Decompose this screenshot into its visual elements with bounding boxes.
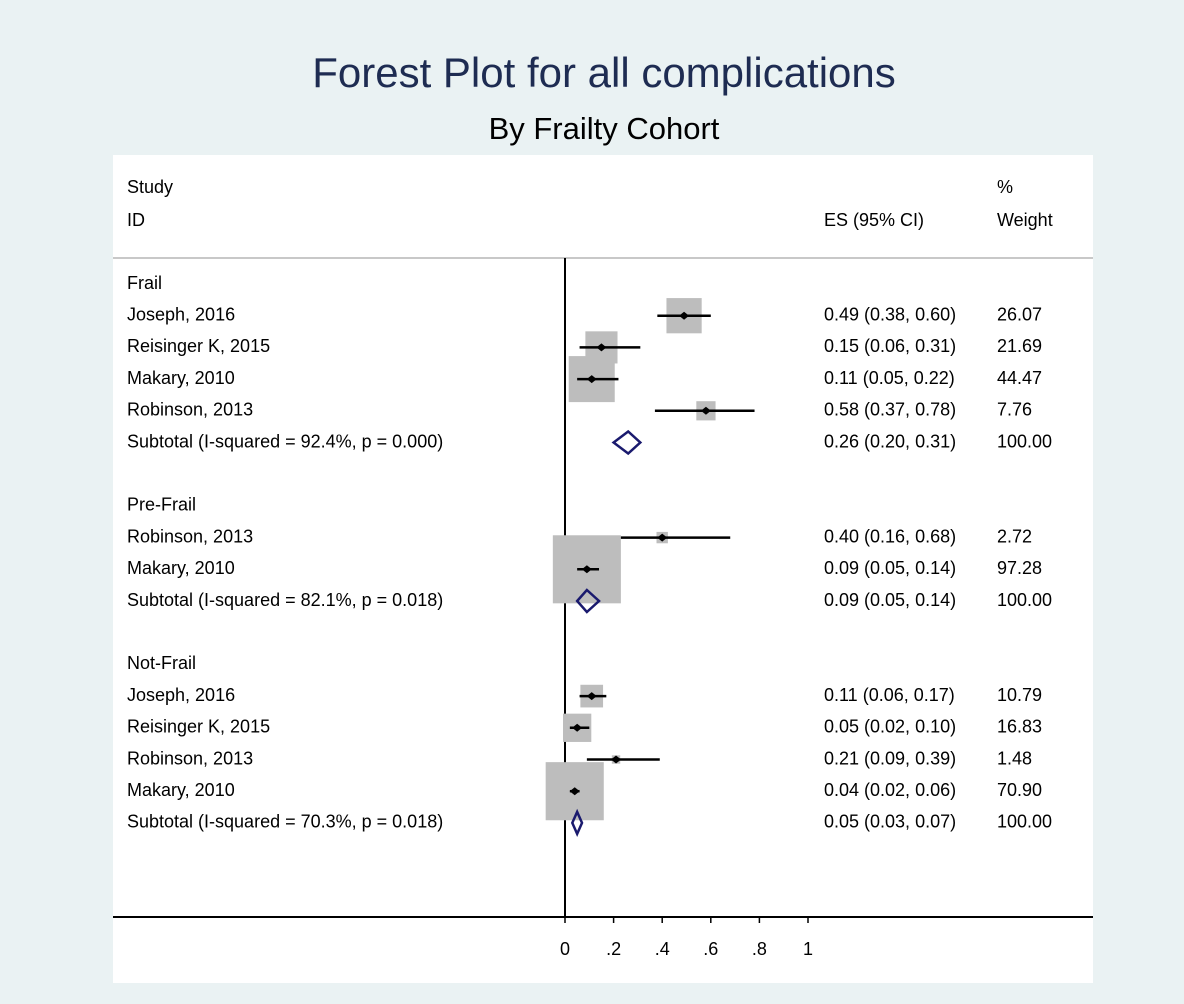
weight-label: 97.28 [997,558,1042,578]
weight-label: 1.48 [997,748,1032,768]
x-tick-label: .6 [703,939,718,959]
weight-label: 10.79 [997,685,1042,705]
weight-label: 70.90 [997,780,1042,800]
weight-label: 26.07 [997,304,1042,324]
point-estimate [572,723,583,732]
es-label: 0.05 (0.02, 0.10) [824,717,956,737]
group-label: Pre-Frail [127,495,196,515]
study-label: Joseph, 2016 [127,685,235,705]
study-label: Joseph, 2016 [127,304,235,324]
x-tick-label: .4 [655,939,670,959]
weight-label: 44.47 [997,368,1042,388]
column-header: % [997,177,1013,197]
column-header: Weight [997,210,1053,230]
point-estimate [611,755,622,764]
weight-label: 21.69 [997,336,1042,356]
x-tick-label: .2 [606,939,621,959]
study-label: Makary, 2010 [127,558,235,578]
es-label: 0.15 (0.06, 0.31) [824,336,956,356]
subtotal-diamond [611,429,643,456]
column-header: ES (95% CI) [824,210,924,230]
study-label: Makary, 2010 [127,368,235,388]
weight-label: 100.00 [997,590,1052,610]
weight-label: 100.00 [997,431,1052,451]
point-estimate [679,311,690,320]
chart-title: Forest Plot for all complications [312,49,896,96]
point-estimate [596,343,607,352]
study-label: Robinson, 2013 [127,400,253,420]
weight-label: 2.72 [997,526,1032,546]
point-estimate [700,406,711,415]
point-estimate [657,533,668,542]
study-label: Robinson, 2013 [127,526,253,546]
column-header: Study [127,177,173,197]
subtotal-label: Subtotal (I-squared = 70.3%, p = 0.018) [127,812,443,832]
es-label: 0.21 (0.09, 0.39) [824,748,956,768]
es-label: 0.11 (0.06, 0.17) [824,685,955,705]
point-estimate [581,565,592,574]
study-label: Reisinger K, 2015 [127,336,270,356]
chart-subtitle: By Frailty Cohort [489,111,720,146]
point-estimate [586,692,597,701]
weight-label: 7.76 [997,400,1032,420]
group-label: Frail [127,273,162,293]
es-label: 0.05 (0.03, 0.07) [824,812,956,832]
es-label: 0.49 (0.38, 0.60) [824,304,956,324]
subtotal-label: Subtotal (I-squared = 82.1%, p = 0.018) [127,590,443,610]
column-header: ID [127,210,145,230]
es-label: 0.58 (0.37, 0.78) [824,400,956,420]
group-label: Not-Frail [127,653,196,673]
es-label: 0.40 (0.16, 0.68) [824,526,956,546]
study-label: Reisinger K, 2015 [127,717,270,737]
es-label: 0.09 (0.05, 0.14) [824,558,956,578]
weight-label: 16.83 [997,717,1042,737]
x-tick-label: 0 [560,939,570,959]
weight-label: 100.00 [997,812,1052,832]
es-label: 0.26 (0.20, 0.31) [824,431,956,451]
x-tick-label: 1 [803,939,813,959]
subtotal-diamond [575,588,601,614]
x-tick-label: .8 [752,939,767,959]
point-estimate [586,375,597,384]
es-label: 0.09 (0.05, 0.14) [824,590,956,610]
subtotal-label: Subtotal (I-squared = 92.4%, p = 0.000) [127,431,443,451]
es-label: 0.11 (0.05, 0.22) [824,368,955,388]
point-estimate [569,787,580,796]
es-label: 0.04 (0.02, 0.06) [824,780,956,800]
study-label: Robinson, 2013 [127,748,253,768]
subtotal-diamond [570,808,584,837]
study-label: Makary, 2010 [127,780,235,800]
